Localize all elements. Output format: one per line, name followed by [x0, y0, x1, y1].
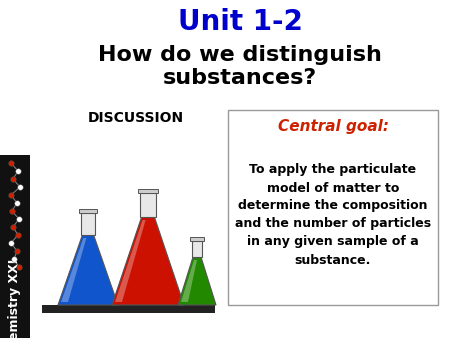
Bar: [0, 155, 30, 338]
Bar: [138, 189, 158, 193]
Bar: [42, 305, 215, 313]
Bar: [79, 209, 97, 213]
Bar: [140, 193, 156, 217]
Polygon shape: [112, 217, 184, 305]
Text: Central goal:: Central goal:: [278, 119, 388, 134]
Text: DISCUSSION: DISCUSSION: [88, 111, 184, 125]
FancyBboxPatch shape: [228, 110, 438, 305]
Text: Chemistry XXI: Chemistry XXI: [9, 258, 22, 338]
Bar: [190, 237, 204, 241]
Text: Unit 1-2: Unit 1-2: [178, 8, 302, 36]
Text: substances?: substances?: [163, 68, 317, 88]
Polygon shape: [178, 257, 216, 305]
Polygon shape: [61, 238, 86, 302]
Text: To apply the particulate
model of matter to
determine the composition
and the nu: To apply the particulate model of matter…: [235, 164, 431, 266]
Text: How do we distinguish: How do we distinguish: [98, 45, 382, 65]
Polygon shape: [181, 260, 197, 302]
Polygon shape: [115, 220, 146, 302]
Bar: [192, 241, 202, 257]
Polygon shape: [58, 235, 118, 305]
Bar: [81, 213, 95, 235]
